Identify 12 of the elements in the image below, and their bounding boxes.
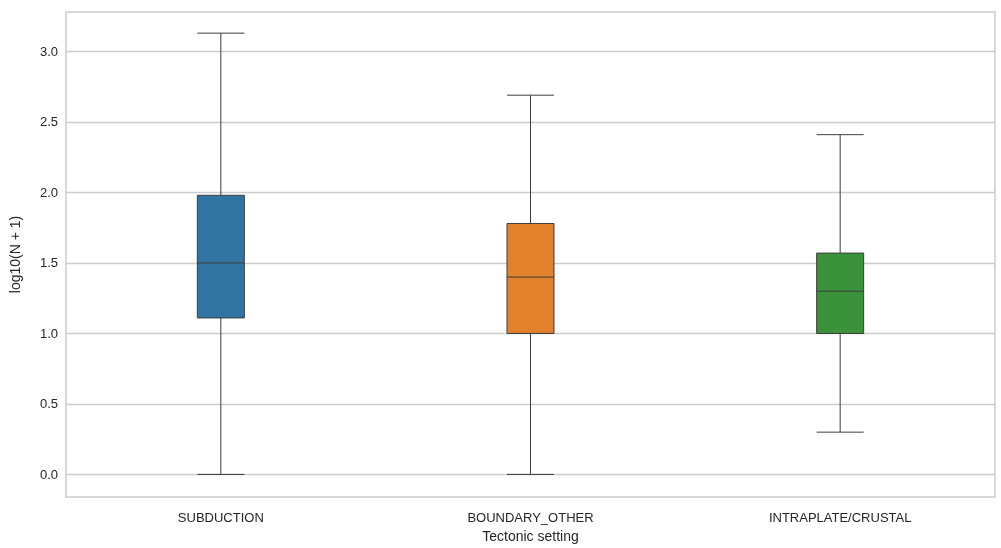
y-axis-title: log10(N + 1) bbox=[7, 215, 23, 294]
x-axis-title: Tectonic setting bbox=[482, 527, 579, 544]
x-tick-label: BOUNDARY_OTHER bbox=[467, 510, 594, 525]
x-tick-label: INTRAPLATE/CRUSTAL bbox=[768, 510, 912, 525]
y-tick-label: 2.0 bbox=[39, 184, 58, 200]
y-tick-label: 1.5 bbox=[39, 255, 58, 271]
y-tick-label: 0.0 bbox=[39, 466, 58, 482]
y-tick-label: 1.0 bbox=[39, 325, 58, 341]
y-tick-label: 3.0 bbox=[39, 43, 58, 59]
y-tick-label: 2.5 bbox=[39, 114, 58, 130]
y-tick-label: 0.5 bbox=[39, 396, 58, 412]
x-tick-label: SUBDUCTION bbox=[177, 510, 264, 525]
